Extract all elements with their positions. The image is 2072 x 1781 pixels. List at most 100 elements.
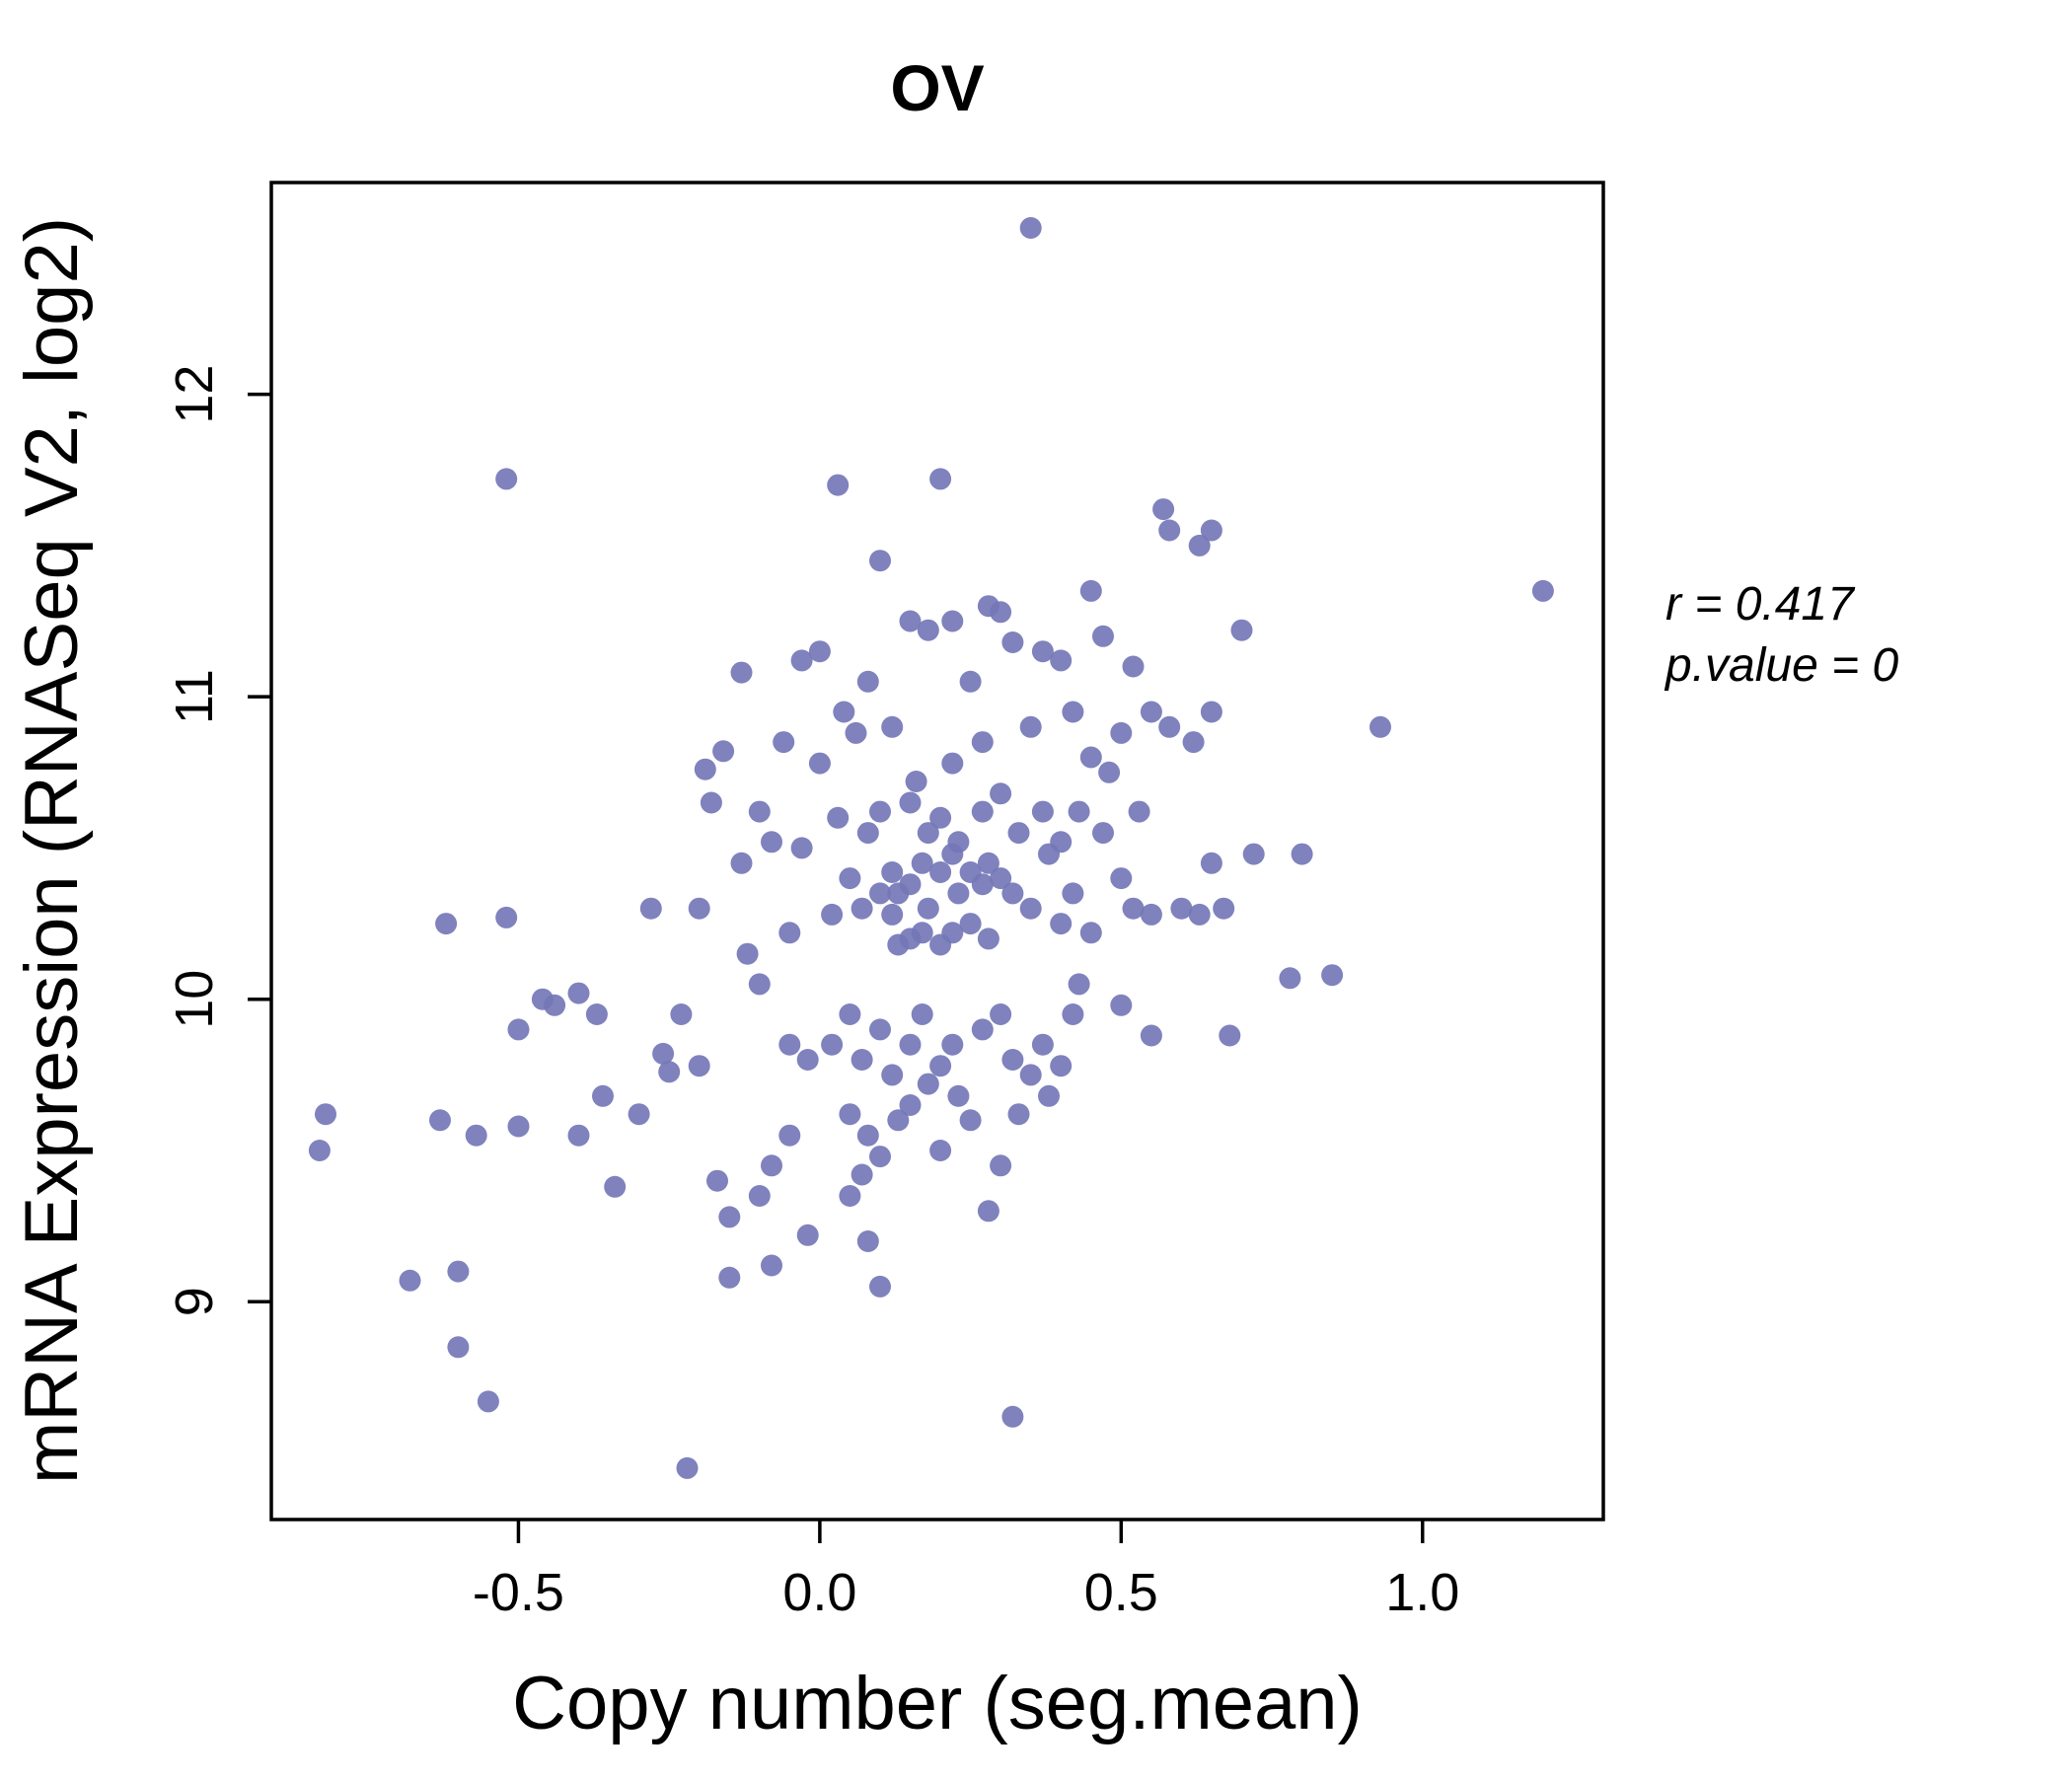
plot-title: OV	[890, 51, 984, 124]
data-point	[959, 670, 982, 693]
data-point	[1230, 619, 1253, 641]
data-point	[917, 1073, 939, 1095]
data-point	[658, 1061, 681, 1083]
data-point	[959, 913, 982, 935]
data-point	[917, 897, 939, 920]
data-point	[839, 1103, 861, 1126]
data-point	[990, 1154, 1012, 1177]
data-point	[688, 897, 710, 920]
data-point	[796, 1224, 819, 1246]
data-point	[929, 861, 952, 883]
data-point	[495, 468, 518, 490]
data-point	[1031, 800, 1054, 823]
data-point	[1038, 1084, 1060, 1107]
data-point	[544, 994, 566, 1016]
data-point	[315, 1103, 336, 1126]
data-point	[447, 1336, 470, 1359]
data-point	[1079, 579, 1102, 602]
data-point	[399, 1269, 421, 1292]
data-point	[567, 982, 590, 1004]
data-point	[676, 1456, 699, 1479]
data-point	[881, 1064, 904, 1086]
y-tick-label: 10	[165, 970, 224, 1029]
y-tick-label: 9	[165, 1287, 224, 1316]
data-point	[1170, 897, 1193, 920]
data-point	[971, 800, 994, 823]
data-point	[429, 1109, 451, 1132]
data-point	[947, 1084, 970, 1107]
data-point	[971, 873, 994, 896]
data-point	[790, 837, 813, 859]
data-point	[730, 661, 753, 684]
data-point	[712, 740, 735, 763]
data-point	[977, 852, 999, 874]
data-point	[1188, 903, 1211, 926]
y-tick-label: 11	[165, 669, 224, 724]
data-point	[869, 882, 891, 905]
x-tick-label: 0.5	[1084, 1563, 1158, 1622]
data-point	[917, 822, 939, 845]
data-point	[1200, 852, 1222, 874]
data-point	[1062, 1003, 1084, 1025]
data-point	[1050, 649, 1073, 672]
data-point	[639, 897, 662, 920]
data-point	[778, 922, 801, 944]
data-point	[1019, 217, 1042, 239]
data-point	[1279, 967, 1301, 990]
data-point	[700, 791, 722, 814]
data-point	[567, 1124, 590, 1147]
data-point	[887, 1109, 910, 1132]
data-point	[308, 1140, 331, 1161]
y-tick-label: 12	[165, 365, 224, 424]
data-point	[652, 1042, 675, 1065]
data-point	[670, 1003, 693, 1025]
data-point	[869, 1018, 891, 1041]
data-point	[941, 922, 964, 944]
data-point	[1219, 1024, 1241, 1047]
data-point	[730, 852, 753, 874]
correlation-pvalue-annotation: p.value = 0	[1664, 639, 1898, 692]
data-point	[827, 474, 850, 496]
data-point	[1531, 579, 1554, 602]
data-point	[1291, 843, 1313, 865]
data-point	[851, 897, 873, 920]
data-point	[917, 619, 939, 641]
data-point	[778, 1033, 801, 1056]
data-point	[465, 1124, 487, 1147]
data-point	[748, 1185, 771, 1207]
data-point	[773, 731, 795, 754]
data-point	[495, 906, 518, 928]
data-point	[761, 1254, 782, 1277]
x-axis-ticks: -0.5 0.0 0.5 1.0	[473, 1520, 1459, 1622]
data-point	[1158, 519, 1181, 542]
x-tick-label: 1.0	[1385, 1563, 1459, 1622]
data-point	[851, 1049, 873, 1071]
data-point	[1110, 867, 1133, 890]
data-point	[748, 800, 771, 823]
data-point	[1200, 519, 1222, 542]
y-axis-label: mRNA Expression (RNASeq V2, log2)	[10, 217, 94, 1484]
data-point	[881, 903, 904, 926]
data-point	[592, 1084, 614, 1107]
data-point	[1140, 903, 1162, 926]
data-point	[869, 550, 891, 572]
data-point	[911, 922, 933, 944]
data-point	[1079, 922, 1102, 944]
data-point	[1128, 800, 1150, 823]
data-point	[1152, 498, 1175, 521]
data-point	[477, 1390, 499, 1413]
data-point	[1158, 715, 1181, 738]
data-point	[1019, 897, 1042, 920]
data-point	[833, 701, 855, 723]
data-point	[628, 1103, 650, 1126]
data-point	[1019, 715, 1042, 738]
data-point	[881, 715, 904, 738]
data-point	[1110, 721, 1133, 744]
data-point	[971, 731, 994, 754]
x-axis-label: Copy number (seg.mean)	[512, 1662, 1363, 1745]
data-point	[447, 1260, 470, 1283]
data-point	[1321, 964, 1344, 987]
data-point	[790, 649, 813, 672]
data-point	[990, 782, 1012, 805]
data-point	[1001, 631, 1024, 653]
